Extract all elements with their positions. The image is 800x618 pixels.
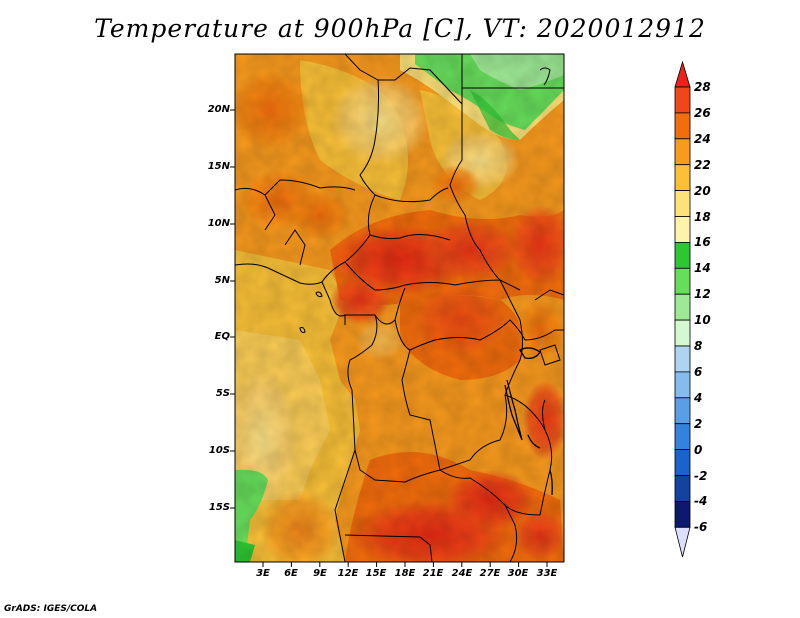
lat-label: 5N [214,275,230,286]
colorbar-label: 4 [694,390,703,405]
colorbar-label: 12 [694,287,711,302]
colorbar-label: 16 [694,235,711,250]
lat-label: 10S [208,445,230,456]
colorbar-segment [674,241,691,269]
lon-label: 6E [284,568,298,579]
colorbar-label: 8 [694,339,703,353]
lat-label: EQ [214,331,230,342]
lon-label: 3E [256,568,270,579]
colorbar-min-triangle [674,526,691,558]
lon-label: 27E [479,568,501,579]
colorbar-label: -4 [694,494,708,509]
colorbar-label: 0 [694,442,703,457]
colorbar-label: 26 [694,105,711,120]
colorbar-label: 10 [694,313,711,328]
map-frame [234,53,565,563]
colorbar-label: 22 [694,157,711,172]
country-borders [235,54,564,562]
colorbar-label: 2 [694,416,703,431]
colorbar-label: -2 [694,468,708,483]
colorbar-label: 18 [694,209,711,224]
colorbar-segment [674,475,691,502]
colorbar-segment [674,500,691,528]
colorbar-segment [674,86,691,114]
lon-label: 18E [394,568,416,579]
longitude-ticks [262,562,548,567]
colorbar-segment [674,345,691,373]
lon-label: 30E [507,568,529,579]
colorbar-segment [674,293,691,321]
lon-label: 12E [337,568,359,579]
lat-label: 20N [207,104,230,115]
colorbar-segment [674,190,691,217]
colorbar-segment [674,371,691,399]
lat-label: 5S [215,388,230,399]
colorbar-segment [674,449,691,476]
lat-label: 10N [207,218,230,229]
lakes [504,347,553,496]
colorbar-segment [674,423,691,451]
footer-credit: GrADS: IGES/COLA [4,604,98,614]
chart-title: Temperature at 900hPa [C], VT: 202001291… [94,14,706,43]
latitude-ticks [230,109,235,509]
islands [299,67,551,333]
lat-label: 15S [208,502,230,513]
map-field [235,54,564,562]
colorbar-segment [674,138,691,166]
colorbar-segment [674,164,691,191]
colorbar-label: 28 [694,80,711,94]
colorbar-max-triangle [674,60,691,88]
colorbar-label: 14 [694,261,711,276]
colorbar-label: 24 [694,131,711,146]
colorbar-segment [674,112,691,140]
colorbar-segment [674,319,691,347]
lon-label: 21E [422,568,444,579]
lon-label: 24E [451,568,473,579]
colorbar-label: 6 [694,364,703,379]
colorbar-segment [674,267,691,295]
field-texture [235,54,564,562]
colorbar-label: 20 [694,183,711,198]
colorbar-label: -6 [694,520,708,535]
colorbar-segment [674,397,691,425]
lon-label: 33E [536,568,558,579]
lon-label: 15E [365,568,387,579]
lat-label: 15N [207,161,230,172]
lon-label: 9E [313,568,327,579]
colorbar-segment [674,216,691,243]
